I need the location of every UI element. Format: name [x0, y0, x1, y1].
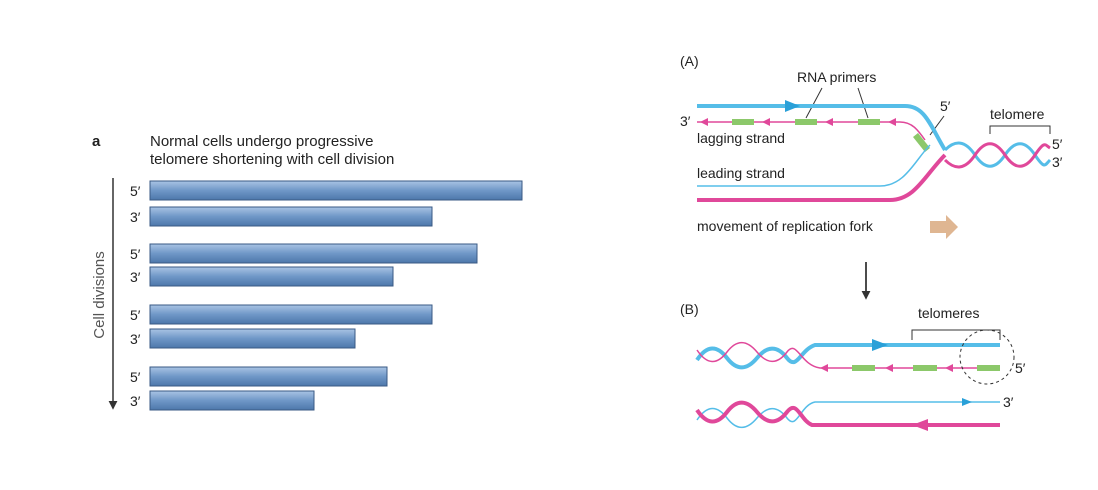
telomere-bar: [149, 266, 394, 287]
strand-end: 3′: [130, 331, 141, 347]
strand-end: 3′: [130, 393, 141, 409]
annotation: movement of replication fork: [697, 218, 874, 234]
panel-label: a: [92, 133, 101, 150]
highlight: [959, 329, 1015, 385]
panel-B: (B) telomeres 5′ 3′: [680, 301, 1026, 431]
strand-end: 5′: [130, 369, 141, 385]
telomere-bar: [149, 328, 356, 349]
rna-primers: [732, 119, 930, 152]
strand-end: 5′: [130, 307, 141, 323]
strand: [696, 401, 1000, 429]
pointer: [857, 87, 869, 119]
arrowheads: [700, 118, 896, 126]
annotation: telomeres: [918, 305, 979, 321]
caption: Normal cells undergo progressive: [150, 133, 373, 150]
annotation: 5′: [1052, 136, 1063, 152]
rna-primers: [852, 365, 1000, 371]
annotation: 3′: [1003, 394, 1014, 410]
strand: [697, 144, 931, 187]
telomere-bar: [149, 366, 388, 387]
fork-arrow: [930, 215, 958, 239]
annotation: lagging strand: [697, 130, 785, 146]
panel-a: a Normal cells undergo progressive telom…: [91, 133, 523, 411]
strand-end: 3′: [130, 269, 141, 285]
annotation: RNA primers: [797, 69, 876, 85]
panel-label: (B): [680, 301, 699, 317]
telomere-bar: [149, 390, 315, 411]
annotation: 3′: [1052, 154, 1063, 170]
annotation: telomere: [990, 106, 1045, 122]
strand-end: 5′: [130, 183, 141, 199]
strand: [697, 121, 926, 141]
arrowheads: [820, 364, 953, 372]
arrowhead: [872, 339, 888, 351]
strand: [697, 153, 947, 202]
strand: [695, 400, 1000, 427]
telomere-bar: [149, 206, 433, 227]
annotation: 3′: [680, 113, 691, 129]
telomere-bar: [149, 243, 478, 264]
annotation: 5′: [1015, 360, 1026, 376]
arrowhead: [912, 419, 928, 431]
strand: [697, 104, 947, 152]
telomere-bar: [149, 180, 523, 201]
panel-label: (A): [680, 53, 699, 69]
telomere-bar: [149, 304, 433, 325]
strand: [696, 341, 1000, 369]
strand: [695, 343, 1000, 370]
strand-end: 5′: [130, 246, 141, 262]
arrowhead: [785, 100, 800, 112]
strand-end: 3′: [130, 209, 141, 225]
annotation: leading strand: [697, 165, 785, 181]
caption: telomere shortening with cell division: [150, 151, 394, 168]
panel-A: (A) RNA primers 5′ telomere 3′ lagging s…: [680, 53, 1063, 300]
bracket: [989, 125, 1051, 134]
pointer: [805, 87, 823, 119]
annotation: 5′: [940, 98, 951, 114]
bracket: [911, 329, 1001, 340]
pointer: [929, 115, 945, 136]
arrowhead: [962, 398, 972, 406]
strand-pairs: 5′ 3′ 5′ 3′ 5′ 3′ 5′ 3′: [130, 180, 523, 411]
helix: [943, 142, 1051, 169]
axis-label: Cell divisions: [91, 251, 108, 339]
